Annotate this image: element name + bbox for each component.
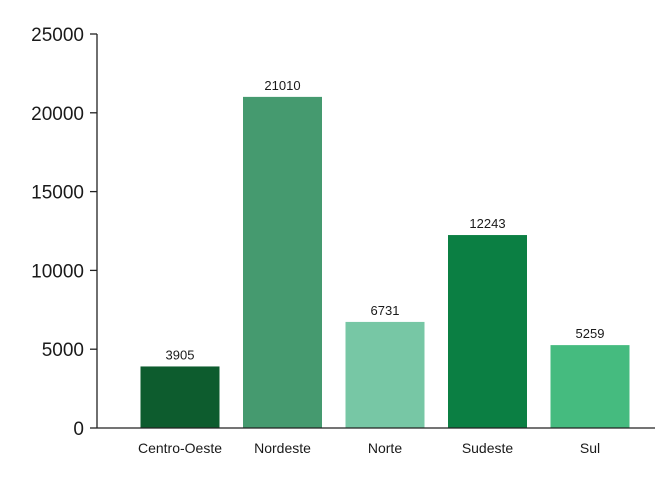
x-tick-label: Nordeste xyxy=(254,440,311,456)
y-tick-label: 20000 xyxy=(31,104,84,125)
x-tick-label: Sul xyxy=(580,440,600,456)
y-tick-label: 25000 xyxy=(31,25,84,46)
data-label: 3905 xyxy=(166,347,195,362)
y-tick-label: 10000 xyxy=(31,261,84,282)
data-label: 5259 xyxy=(576,326,605,341)
bar-nordeste xyxy=(243,96,322,429)
y-tick-label: 15000 xyxy=(31,183,84,204)
data-label: 12243 xyxy=(469,216,505,231)
x-tick-label: Norte xyxy=(368,440,402,456)
y-axis: 0 5000 10000 15000 20000 25000 xyxy=(31,25,98,440)
x-tick-label: Centro-Oeste xyxy=(138,440,222,456)
bar-sudeste xyxy=(448,235,527,428)
data-label: 6731 xyxy=(371,303,400,318)
data-label: 21010 xyxy=(264,78,300,93)
y-tick-label: 5000 xyxy=(42,340,84,361)
bar-norte xyxy=(345,321,425,428)
bar-sul xyxy=(550,345,630,428)
y-tick-label: 0 xyxy=(73,419,84,440)
x-axis: Centro-Oeste Nordeste Norte Sudeste Sul xyxy=(97,427,655,456)
bar-centro-oeste xyxy=(140,366,220,428)
x-tick-label: Sudeste xyxy=(462,440,514,456)
bars: 3905 21010 6731 12243 5259 xyxy=(140,78,630,429)
